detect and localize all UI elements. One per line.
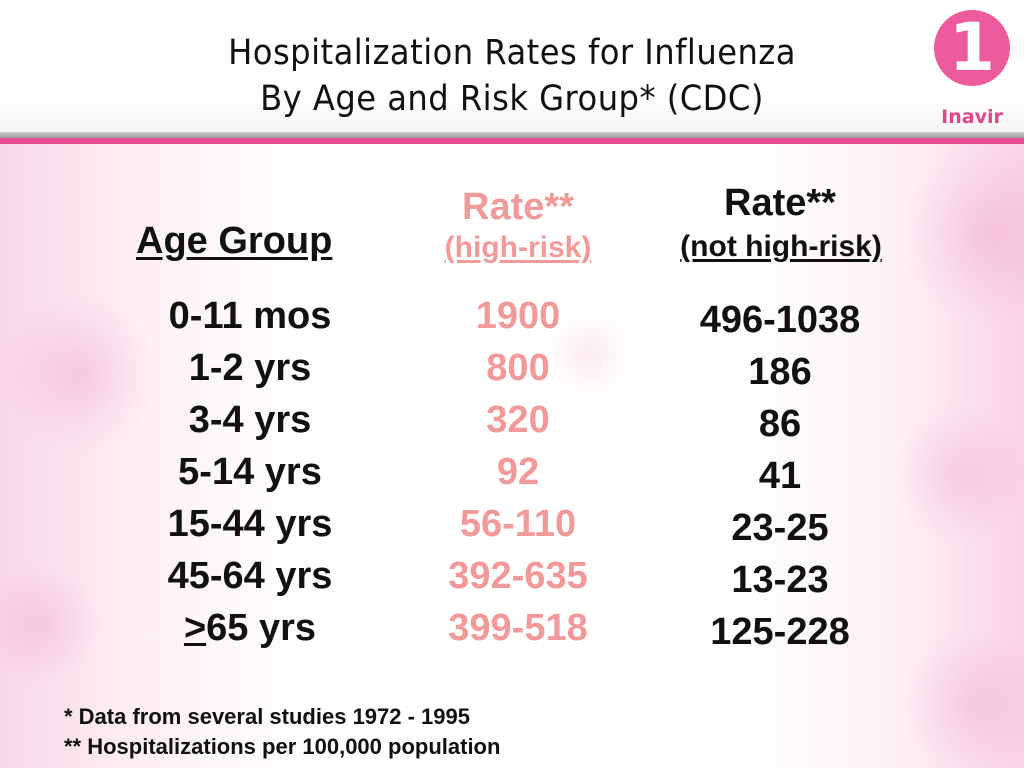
- slide-title: Hospitalization Rates for Influenza By A…: [41, 30, 983, 122]
- slide-header: [0, 0, 1024, 136]
- not-high-risk-rate-column: 496-1038 186 86 41 23-25 13-23 125-228: [660, 294, 900, 658]
- greater-equal-symbol: >: [183, 607, 207, 649]
- not-high-risk-rate-cell: 86: [758, 403, 802, 445]
- not-high-risk-rate-cell: 125-228: [710, 611, 850, 653]
- high-risk-rate-cell: 392-635: [448, 555, 588, 597]
- logo-number: 1: [949, 9, 995, 86]
- column-header-rate-high-risk: Rate**: [462, 186, 574, 228]
- title-line-1: Hospitalization Rates for Influenza: [228, 33, 796, 73]
- age-cell: 45-64 yrs: [167, 555, 333, 597]
- age-cell: 1-2 yrs: [188, 347, 312, 389]
- footnote-data-source: * Data from several studies 1972 - 1995: [64, 704, 471, 729]
- title-line-2: By Age and Risk Group* (CDC): [260, 79, 764, 119]
- not-high-risk-rate-cell: 23-25: [731, 507, 829, 549]
- header-divider-pink: [0, 138, 1024, 144]
- high-risk-rate-cell: 1900: [475, 295, 561, 337]
- column-subheader-not-high-risk: (not high-risk): [680, 230, 882, 263]
- high-risk-rate-cell: 800: [486, 347, 550, 389]
- column-header-age-group: Age Group: [136, 220, 333, 262]
- high-risk-rate-cell: 92: [496, 451, 540, 493]
- slide-body-background: [0, 144, 1024, 768]
- inavir-logo-mark: 1: [934, 10, 1010, 86]
- high-risk-rate-cell: 399-518: [448, 607, 588, 649]
- age-cell: 0-11 mos: [168, 295, 332, 337]
- high-risk-rate-cell: 56-110: [459, 503, 577, 545]
- age-cell: 3-4 yrs: [188, 399, 312, 441]
- high-risk-rate-column: 1900 800 320 92 56-110 392-635 399-518: [418, 290, 618, 654]
- age-cell: >65 yrs: [130, 602, 370, 654]
- not-high-risk-rate-cell: 13-23: [731, 559, 829, 601]
- age-cell-rest: 65 yrs: [206, 607, 317, 649]
- column-subheader-high-risk: (high-risk): [444, 231, 592, 264]
- high-risk-rate-cell: 320: [486, 399, 550, 441]
- header-divider-gray: [0, 132, 1024, 138]
- age-cell: 15-44 yrs: [167, 503, 333, 545]
- not-high-risk-rate-cell: 496-1038: [699, 299, 861, 341]
- column-header-rate-not-high-risk: Rate**: [724, 182, 836, 224]
- inavir-logo-text: Inavir: [941, 106, 1003, 128]
- not-high-risk-rate-cell: 186: [748, 351, 812, 393]
- age-cell: 5-14 yrs: [178, 451, 322, 493]
- age-group-column: 0-11 mos 1-2 yrs 3-4 yrs 5-14 yrs 15-44 …: [130, 290, 370, 654]
- footnote-units: ** Hospitalizations per 100,000 populati…: [64, 734, 501, 759]
- not-high-risk-rate-cell: 41: [758, 455, 802, 497]
